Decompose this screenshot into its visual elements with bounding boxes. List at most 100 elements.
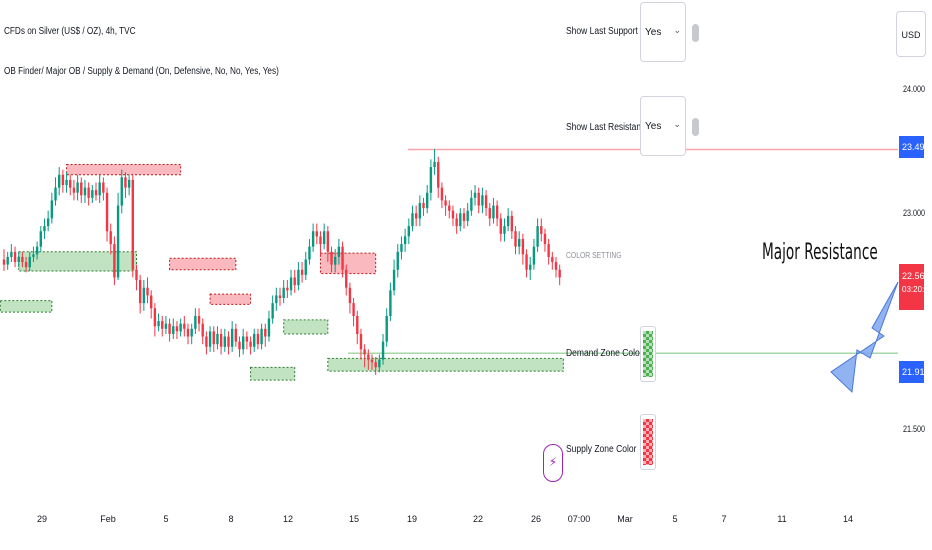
supply-zone [169, 257, 237, 271]
x-tick-label: 5 [163, 514, 169, 524]
candle-body [109, 231, 112, 245]
candle-body [481, 195, 484, 206]
candle-body [150, 295, 153, 309]
candle-body [2, 259, 6, 265]
candle-body [554, 262, 558, 270]
candle-body [315, 231, 318, 237]
candle-body [54, 187, 57, 201]
candle-body [242, 336, 245, 350]
candle-body [300, 269, 304, 275]
candle-body [543, 233, 547, 245]
candle-body [201, 323, 204, 337]
candle-body [308, 246, 311, 260]
candle-body [275, 295, 278, 304]
x-tick-label: 5 [672, 514, 678, 524]
candle-body [131, 179, 134, 270]
candle-body [161, 321, 164, 329]
candle-body [65, 179, 68, 186]
bar-countdown-timer: 03:20:09 [902, 285, 924, 294]
candle-body [455, 218, 458, 227]
candle-body [146, 287, 149, 296]
candle-body [223, 336, 226, 347]
candle-body [396, 251, 399, 270]
candle-body [374, 362, 377, 368]
candle-body [304, 259, 307, 275]
show-last-resistance-select[interactable]: Yes ⌄ [640, 96, 686, 156]
candle-body [80, 182, 83, 196]
candle-body [102, 182, 105, 193]
show-last-resistance-label: Show Last Resistance [566, 122, 651, 133]
candle-body [330, 251, 333, 265]
candle-body [348, 287, 352, 304]
candle-body [411, 213, 414, 227]
x-tick-label: 19 [406, 514, 418, 524]
candle-body [363, 349, 366, 355]
info-icon[interactable] [692, 118, 699, 136]
demand-zone [0, 300, 53, 313]
candle-body [142, 287, 146, 304]
candle-body [43, 226, 46, 232]
candle-body [245, 336, 249, 342]
demand-zone-color-swatch[interactable] [640, 326, 656, 382]
candle-body [422, 203, 425, 209]
color-setting-heading: COLOR SETTING [566, 251, 622, 260]
candle-body [444, 200, 447, 206]
candle-body [437, 161, 440, 188]
candle-body [32, 254, 35, 257]
info-icon[interactable] [692, 24, 699, 42]
currency-button[interactable]: USD [896, 11, 926, 57]
candle-body [341, 246, 344, 270]
demand-zone-color-fill [643, 331, 653, 377]
candle-body [249, 341, 252, 347]
candle-body [367, 354, 370, 360]
candle-body [426, 192, 429, 209]
supply-zone-color-swatch[interactable] [640, 414, 656, 470]
candle-body [83, 187, 87, 196]
x-tick-label: 12 [282, 514, 294, 524]
candle-body [227, 336, 230, 347]
candle-body [271, 303, 274, 319]
resistance-price-tag: 23.497 [899, 136, 924, 158]
candle-body [219, 333, 223, 347]
candle-body [429, 167, 433, 193]
candle-body [510, 215, 514, 232]
candle-body [267, 318, 271, 337]
last-price-value: 22.562 [902, 271, 924, 281]
indicator-legend[interactable]: OB Finder/ Major OB / Supply & Demand (O… [4, 66, 279, 77]
candle-body [536, 226, 539, 247]
x-tick-label: 26 [530, 514, 542, 524]
candle-body [484, 195, 488, 209]
candle-body [138, 280, 142, 304]
supply-zone-color-fill [643, 419, 653, 465]
y-tick-label: 24.000 [903, 84, 926, 94]
x-tick-label: 29 [36, 514, 48, 524]
candle-body [94, 190, 98, 196]
candle-body [385, 315, 388, 342]
show-last-support-select[interactable]: Yes ⌄ [640, 2, 686, 62]
candle-body [35, 246, 39, 255]
annotation-arrow [830, 281, 899, 394]
candle-body [260, 328, 263, 345]
lightning-icon[interactable]: ⚡ [543, 444, 563, 482]
candle-body [21, 256, 24, 263]
chevron-down-icon: ⌄ [673, 119, 681, 129]
show-last-support-value: Yes [645, 27, 662, 38]
candle-body [13, 251, 17, 263]
candle-body [418, 203, 422, 219]
candle-body [459, 213, 462, 227]
candle-body [297, 269, 300, 286]
support-price-tag: 21.910 [899, 361, 924, 383]
candle-body [495, 205, 499, 219]
candle-body [24, 262, 28, 268]
candle-body [286, 287, 289, 291]
candle-body [433, 161, 436, 168]
candle-body [407, 226, 410, 237]
candle-body [264, 328, 267, 337]
candle-body [105, 192, 109, 232]
candle-body [87, 187, 90, 198]
candle-body [334, 256, 337, 265]
candle-body [153, 308, 157, 327]
x-tick-label: 8 [228, 514, 234, 524]
x-tick-label: 15 [348, 514, 360, 524]
